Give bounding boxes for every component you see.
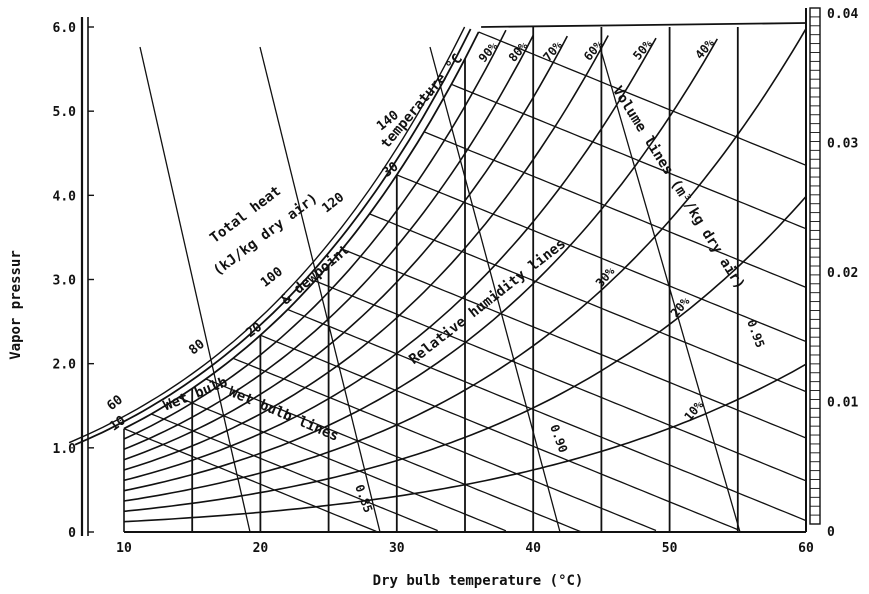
wet-bulb-line	[341, 248, 807, 439]
volume-line	[259, 46, 381, 533]
saturation-line	[123, 31, 480, 430]
rh-label: 90%	[476, 39, 501, 65]
y2-tick-label: 0.01	[827, 396, 858, 411]
volume-label: 0.90	[547, 423, 570, 455]
rh-label: 80%	[506, 38, 531, 64]
wet-bulb-line	[205, 378, 582, 533]
rh-line	[123, 195, 807, 513]
rh-line	[123, 363, 807, 523]
x-tick-label: 50	[662, 541, 678, 556]
wet-bulb-line	[151, 413, 438, 532]
wet-bulb-line	[123, 427, 377, 533]
wet-bulb-line	[314, 280, 807, 482]
wet-bulb-line	[451, 83, 807, 230]
top-boundary	[481, 22, 807, 28]
rh-line	[123, 29, 507, 440]
volume-line	[599, 46, 741, 533]
wet-bulb-label: Wet bulb	[161, 374, 230, 414]
y2-tick-label: 0.04	[827, 7, 858, 22]
rh-line	[123, 35, 534, 451]
total-heat-tick-label: 120	[319, 190, 347, 216]
y-axis-label: Vapor pressur	[8, 250, 24, 360]
x-tick-label: 20	[253, 541, 269, 556]
rh-line	[123, 38, 718, 492]
total-heat-line-outer	[68, 26, 466, 444]
y-tick-label: 6.0	[53, 21, 77, 36]
saturation-tick-label: 30	[380, 159, 402, 180]
wet-bulb-lines-label: Wet bulb lines	[226, 384, 341, 445]
wet-bulb-line	[178, 396, 507, 532]
wet-bulb-line	[423, 131, 807, 289]
y-tick-label: 0	[68, 526, 76, 541]
volume-lines-label: Volume lines (m³/kg dry air)	[609, 84, 748, 293]
rh-label: 30%	[593, 264, 618, 290]
rh-label: 40%	[692, 36, 717, 62]
total-heat-line	[74, 28, 472, 446]
rh-line	[123, 35, 609, 471]
dewpoint-label: & dewpoint	[278, 242, 353, 308]
y2-tick-label: 0.03	[827, 137, 858, 152]
y-tick-label: 3.0	[53, 274, 77, 289]
x-tick-label: 10	[116, 541, 132, 556]
saturation-tick-label: 10	[107, 413, 129, 434]
wet-bulb-line	[260, 334, 739, 531]
volume-line	[139, 46, 251, 533]
temperature-verticals	[191, 27, 807, 532]
y2-tick-label: 0.02	[827, 266, 858, 281]
rh-label: 20%	[668, 294, 693, 320]
wet-bulb-line	[396, 174, 807, 343]
x-tick-label: 30	[389, 541, 405, 556]
rh-label: 70%	[540, 38, 565, 64]
y-tick-label: 2.0	[53, 358, 77, 373]
total-heat-tick-label: 60	[104, 392, 126, 414]
y-tick-label: 4.0	[53, 189, 77, 204]
x-axis-label: Dry bulb temperature (°C)	[373, 573, 584, 589]
volume-lines: 0.85 0.90 0.95	[139, 46, 767, 533]
y2-tick-label: 0	[827, 525, 835, 540]
rh-line	[123, 28, 807, 502]
x-tick-label: 40	[525, 541, 541, 556]
wet-bulb-line	[478, 31, 807, 166]
rh-line	[123, 35, 569, 461]
rh-label: 50%	[630, 36, 655, 62]
chart-text: Dry bulb temperature (°C) Vapor pressur …	[8, 51, 748, 589]
axis-ticks: 10 20 30 40 50 60 0 1.0 2.0 3.0 4.0 5.0 6.0 0 0.01 0.02…	[53, 7, 859, 556]
rh-label: 60%	[581, 37, 606, 63]
volume-label: 0.85	[352, 483, 375, 515]
rh-line	[123, 37, 657, 482]
volume-label: 0.95	[744, 318, 767, 350]
x-tick-label: 60	[798, 541, 814, 556]
wet-bulb-line	[287, 308, 807, 522]
rh-lines-label: Relative humidity lines	[406, 236, 569, 368]
total-heat-tick-label: 100	[258, 264, 286, 290]
total-heat-tick-label: 80	[186, 337, 208, 359]
y-tick-label: 1.0	[53, 442, 77, 457]
y-tick-label: 5.0	[53, 105, 77, 120]
